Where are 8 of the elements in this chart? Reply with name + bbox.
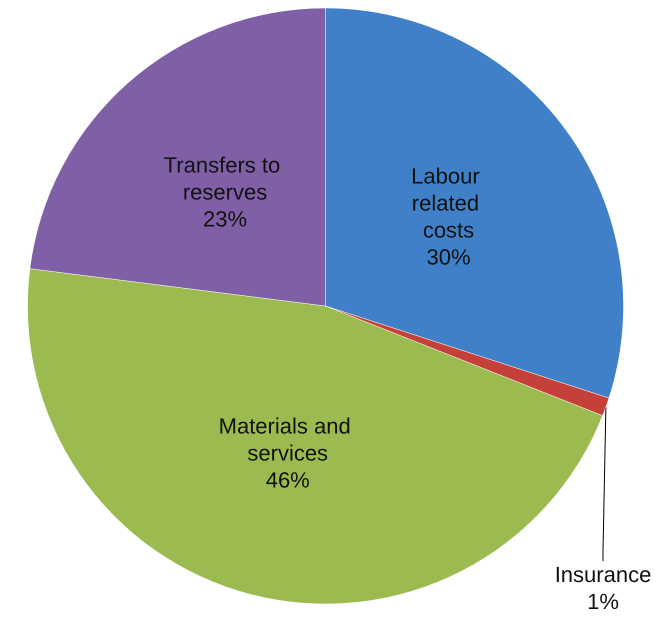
data-label: 46% [266, 468, 310, 493]
slice-label: Insurance [554, 562, 652, 587]
data-label: 1% [587, 589, 619, 614]
slice-label: Transfers to reserves [164, 152, 286, 204]
data-label: 23% [202, 206, 248, 232]
slice-label: Labour related costs [411, 164, 486, 243]
slice-label: Materials and services [218, 414, 357, 466]
data-label: 30% [426, 244, 471, 270]
